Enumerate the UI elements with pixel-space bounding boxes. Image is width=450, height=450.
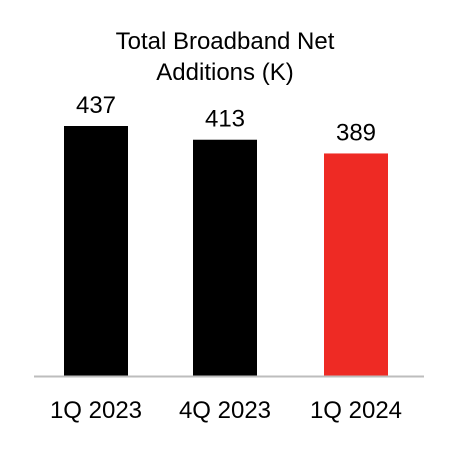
data-label-2: 413: [205, 106, 245, 133]
data-label-1: 437: [76, 92, 116, 119]
data-label-3: 389: [336, 119, 376, 146]
chart-title-line-1: Total Broadband Net: [115, 28, 335, 55]
chart-title-line-2: Additions (K): [156, 59, 294, 86]
bar-3: [324, 153, 388, 376]
x-tick-label-3: 1Q 2024: [310, 397, 402, 424]
bar-1: [64, 126, 128, 376]
chart-title: Total Broadband Net Additions (K): [0, 26, 450, 88]
x-tick-label-2: 4Q 2023: [179, 397, 271, 424]
x-tick-label-1: 1Q 2023: [50, 397, 142, 424]
bar-2: [193, 139, 257, 376]
